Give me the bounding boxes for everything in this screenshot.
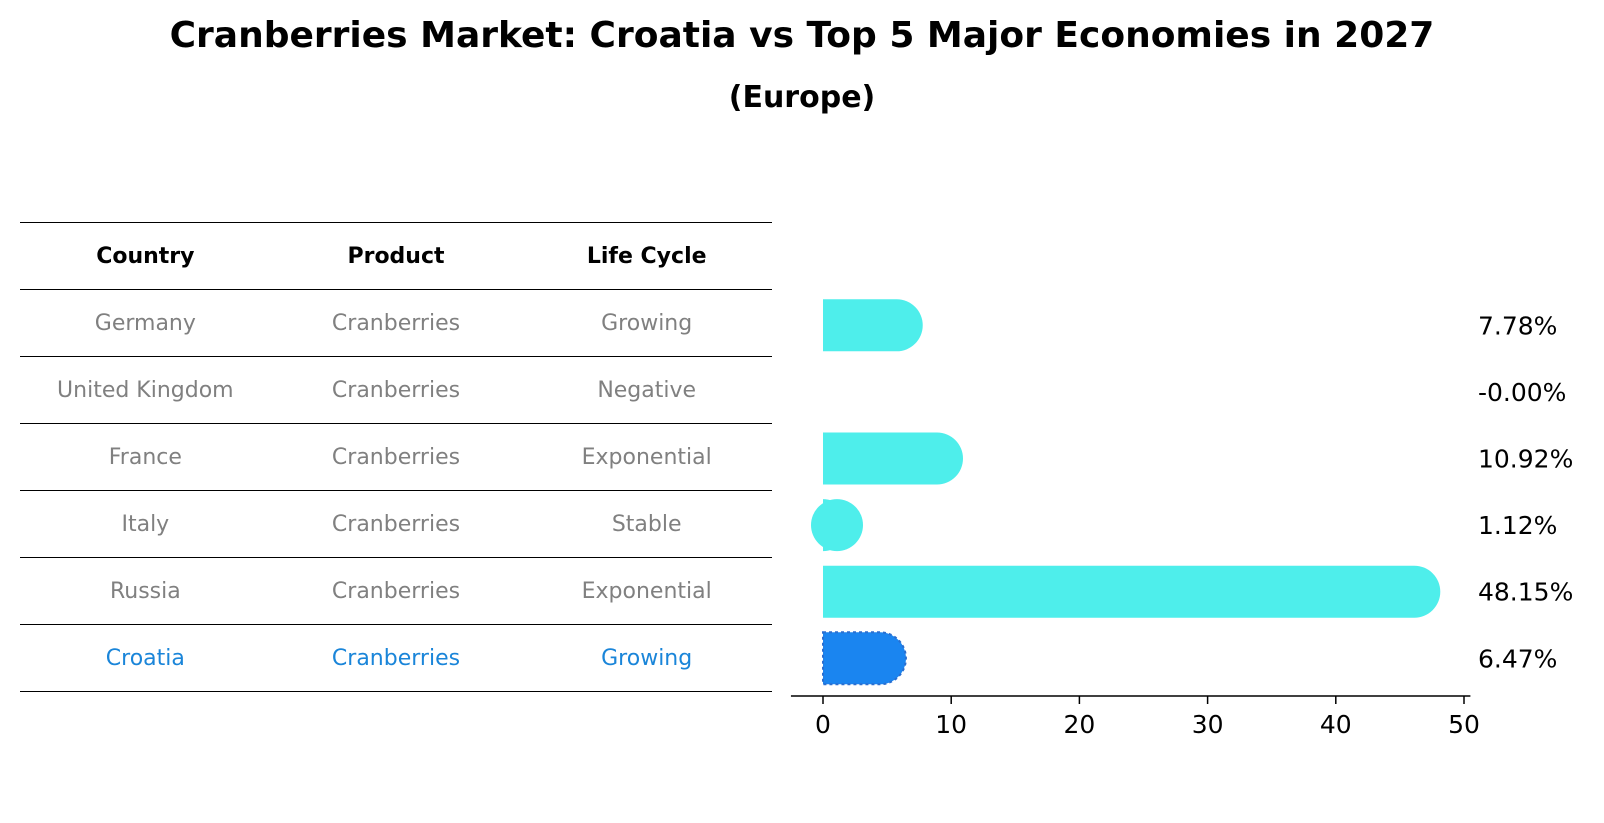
- x-tick-label: 30: [1192, 710, 1224, 739]
- bar-france: [823, 432, 963, 485]
- bar-germany: [823, 299, 923, 352]
- cell-life-cycle: Exponential: [581, 444, 712, 470]
- cell-product: Cranberries: [331, 377, 461, 403]
- header-product: Product: [347, 243, 445, 269]
- cell-life-cycle: Stable: [611, 511, 682, 537]
- table-row: Italy Cranberries Stable: [20, 490, 772, 557]
- cell-country: Russia: [109, 578, 181, 604]
- table-row: United Kingdom Cranberries Negative: [20, 356, 772, 423]
- cell-life-cycle: Negative: [597, 377, 697, 403]
- header-life-cycle: Life Cycle: [586, 243, 707, 269]
- cell-life-cycle: Growing: [601, 310, 693, 336]
- x-tick-label: 50: [1448, 710, 1480, 739]
- value-label-croatia: 6.47%: [1478, 644, 1557, 673]
- bar-russia: [823, 565, 1441, 618]
- bar-croatia: [823, 632, 906, 685]
- cell-country: France: [108, 444, 182, 470]
- value-label-italy: 1.12%: [1478, 511, 1557, 540]
- cell-country: Germany: [94, 310, 196, 336]
- table-row: France Cranberries Exponential: [20, 423, 772, 490]
- table-row-highlight: Croatia Cranberries Growing: [20, 624, 772, 692]
- bar-outline-croatia: [822, 631, 907, 686]
- x-tick-label: 10: [935, 710, 967, 739]
- x-tick-label: 0: [815, 710, 831, 739]
- x-tick-label: 40: [1320, 710, 1352, 739]
- x-tick-label: 20: [1063, 710, 1095, 739]
- chart-title: Cranberries Market: Croatia vs Top 5 Maj…: [169, 15, 1435, 56]
- table-header-row: Country Product Life Cycle: [20, 222, 772, 289]
- cell-product: Cranberries: [331, 444, 461, 470]
- cell-life-cycle: Exponential: [581, 578, 712, 604]
- cell-product: Cranberries: [331, 310, 461, 336]
- bar-cap-italy: [811, 499, 863, 552]
- table-row: Russia Cranberries Exponential: [20, 557, 772, 624]
- value-label-france: 10.92%: [1478, 445, 1573, 474]
- cell-country: Croatia: [105, 645, 185, 671]
- value-label-russia: 48.15%: [1478, 578, 1573, 607]
- data-table: Country Product Life Cycle Germany Cranb…: [20, 222, 772, 692]
- cell-country: United Kingdom: [57, 377, 234, 403]
- cell-product: Cranberries: [331, 511, 461, 537]
- cell-life-cycle: Growing: [601, 645, 693, 671]
- cell-product: Cranberries: [331, 645, 461, 671]
- value-label-germany: 7.78%: [1478, 311, 1557, 340]
- header-country: Country: [96, 243, 195, 269]
- chart-subtitle: (Europe): [728, 80, 876, 115]
- value-label-united-kingdom: -0.00%: [1478, 378, 1566, 407]
- cell-product: Cranberries: [331, 578, 461, 604]
- cell-country: Italy: [121, 511, 170, 537]
- table-row: Germany Cranberries Growing: [20, 289, 772, 356]
